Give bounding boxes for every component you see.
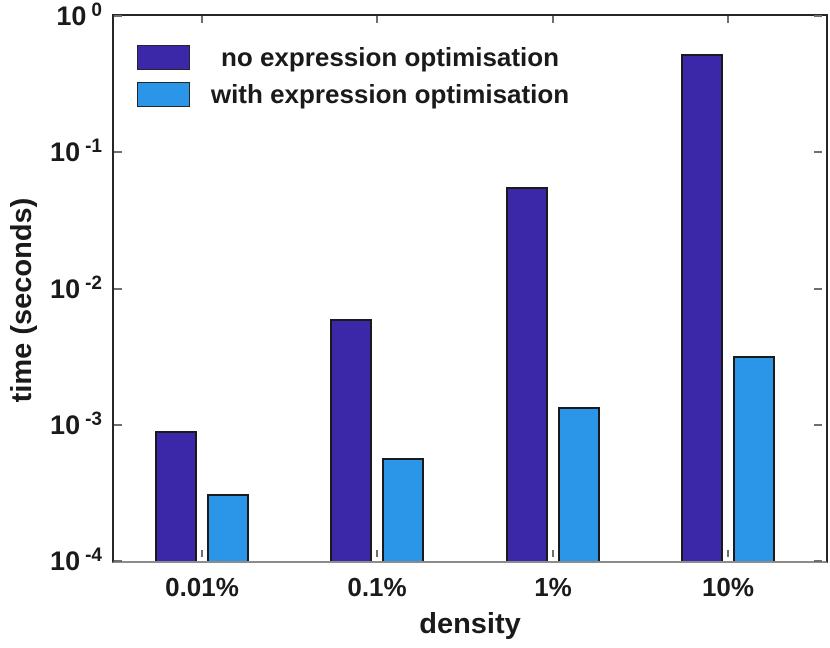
tick-mark: [114, 151, 122, 154]
legend-label-1: with expression optimisation: [210, 79, 570, 109]
bar-10%-series-1: [733, 356, 775, 561]
plot-area: [112, 14, 828, 563]
legend-entry-1: with expression optimisation: [137, 79, 590, 110]
x-tick-label-1%: 1%: [534, 572, 572, 602]
y-tick-label: 10 -1: [50, 136, 102, 168]
tick-mark: [552, 550, 554, 557]
legend-swatch-1: [137, 82, 190, 107]
tick-mark: [114, 287, 122, 290]
bar-10%-series-0: [681, 54, 723, 561]
bar-1%-series-0: [506, 187, 548, 561]
bar-0.01%-series-1: [207, 494, 249, 561]
bar-1%-series-1: [558, 407, 600, 561]
bar-0.1%-series-1: [382, 458, 424, 561]
tick-mark: [552, 16, 554, 23]
tick-mark: [376, 550, 378, 557]
y-tick-label: 10 0: [56, 0, 102, 31]
tick-mark: [201, 16, 203, 23]
legend-entry-0: no expression optimisation: [137, 42, 590, 73]
legend: no expression optimisation with expressio…: [137, 42, 590, 116]
tick-mark: [201, 550, 203, 557]
bar-0.1%-series-0: [330, 319, 372, 561]
tick-mark: [727, 16, 729, 23]
x-tick-label-0.1%: 0.1%: [347, 572, 407, 602]
tick-mark: [814, 287, 822, 290]
tick-mark: [814, 151, 822, 154]
y-tick-label: 10 -2: [50, 272, 102, 304]
bar-0.01%-series-0: [155, 431, 197, 561]
tick-mark: [376, 16, 378, 23]
x-tick-label-10%: 10%: [701, 572, 755, 602]
tick-mark: [814, 560, 822, 562]
x-tick-label-0.01%: 0.01%: [165, 572, 239, 602]
x-axis-title: density: [419, 608, 521, 640]
tick-mark: [814, 15, 822, 17]
y-tick-label: 10 -4: [50, 545, 102, 576]
legend-label-0: no expression optimisation: [220, 42, 560, 72]
tick-mark: [814, 423, 822, 426]
tick-mark: [114, 423, 122, 426]
tick-mark: [114, 15, 122, 17]
legend-swatch-0: [137, 45, 190, 70]
tick-mark: [114, 560, 122, 562]
y-tick-label: 10 -3: [50, 408, 102, 440]
tick-mark: [727, 550, 729, 557]
